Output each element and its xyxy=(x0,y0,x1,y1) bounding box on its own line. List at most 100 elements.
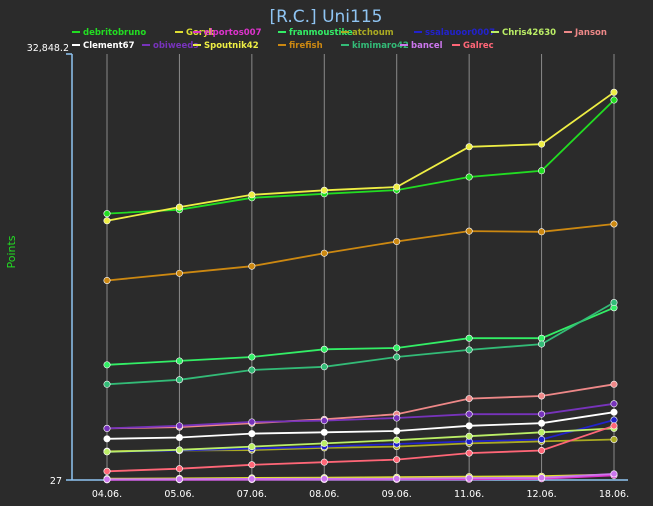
data-point xyxy=(175,357,183,365)
legend-label: elportos007 xyxy=(204,28,262,38)
y-tick-label: 27 xyxy=(50,476,62,487)
data-point xyxy=(393,427,401,435)
data-point xyxy=(610,416,618,424)
legend-label: obiweeds xyxy=(153,41,198,51)
data-point xyxy=(248,461,256,469)
data-point xyxy=(248,366,256,374)
data-point xyxy=(610,435,618,443)
legend: debritobrunoGorykelportos007franmoustike… xyxy=(72,28,607,51)
data-point xyxy=(175,465,183,473)
x-tick-label: 11.06. xyxy=(454,489,484,500)
data-point xyxy=(103,448,111,456)
data-point xyxy=(610,422,618,430)
series-line xyxy=(106,402,615,430)
data-point xyxy=(320,363,328,371)
series-line xyxy=(106,306,615,366)
data-point xyxy=(465,449,473,457)
data-point xyxy=(248,191,256,199)
data-point xyxy=(175,434,183,442)
data-point xyxy=(103,276,111,284)
legend-item-Chris42630: Chris42630 xyxy=(491,28,556,38)
data-point xyxy=(538,140,546,148)
series-firefish xyxy=(103,220,618,284)
data-point xyxy=(103,217,111,225)
data-point xyxy=(610,408,618,416)
series-group xyxy=(103,88,618,484)
data-point xyxy=(248,353,256,361)
x-tick-label: 09.06. xyxy=(382,489,412,500)
data-point xyxy=(465,143,473,151)
legend-label: Janson xyxy=(574,28,607,38)
data-point xyxy=(320,417,328,425)
data-point xyxy=(465,410,473,418)
legend-item-ssalauoor0007: ssalauoor0007 xyxy=(414,28,495,38)
data-point xyxy=(393,183,401,191)
data-point xyxy=(465,474,473,482)
legend-label: debritobruno xyxy=(83,28,146,38)
data-point xyxy=(610,96,618,104)
data-point xyxy=(320,458,328,466)
data-point xyxy=(175,475,183,483)
data-point xyxy=(465,346,473,354)
data-point xyxy=(175,376,183,384)
data-point xyxy=(610,470,618,478)
data-point xyxy=(465,432,473,440)
data-point xyxy=(175,422,183,430)
data-point xyxy=(610,380,618,388)
series-Spoutnik42 xyxy=(103,88,618,225)
data-point xyxy=(175,269,183,277)
data-point xyxy=(248,430,256,438)
legend-label: bancel xyxy=(411,41,443,51)
data-point xyxy=(103,380,111,388)
legend-item-franmoustike: franmoustike xyxy=(278,28,353,38)
series-line xyxy=(106,473,615,481)
legend-item-Janson: Janson xyxy=(564,28,607,38)
data-point xyxy=(393,353,401,361)
y-axis-label: Points xyxy=(5,235,18,268)
data-point xyxy=(610,88,618,96)
series-line xyxy=(106,411,615,440)
legend-item-Spoutnik42: Spoutnik42 xyxy=(193,41,259,51)
series-line xyxy=(106,424,615,473)
legend-item-atchoum: atchoum xyxy=(341,28,394,38)
legend-item-Clement67: Clement67 xyxy=(72,41,135,51)
series-obiweeds xyxy=(103,400,618,432)
data-point xyxy=(393,344,401,352)
x-tick-label: 12.06. xyxy=(526,489,556,500)
data-point xyxy=(465,334,473,342)
series-line xyxy=(106,91,615,222)
legend-item-elportos007: elportos007 xyxy=(193,28,262,38)
x-tick-label: 08.06. xyxy=(309,489,339,500)
series-Galrec xyxy=(103,422,618,475)
data-point xyxy=(103,361,111,369)
y-tick-label: 32,848.2 xyxy=(27,43,69,54)
x-tick-label: 18.06. xyxy=(599,489,629,500)
legend-item-bancel: bancel xyxy=(400,41,443,51)
data-point xyxy=(610,299,618,307)
data-point xyxy=(538,435,546,443)
x-tick-label: 07.06. xyxy=(237,489,267,500)
legend-item-firefish: firefish xyxy=(278,41,323,51)
data-point xyxy=(248,262,256,270)
data-point xyxy=(538,392,546,400)
data-point xyxy=(538,410,546,418)
data-point xyxy=(320,186,328,194)
data-point xyxy=(248,475,256,483)
legend-item-obiweeds: obiweeds xyxy=(142,41,198,51)
data-point xyxy=(465,422,473,430)
legend-label: firefish xyxy=(289,41,323,51)
x-tick-label: 05.06. xyxy=(164,489,194,500)
series-bancel xyxy=(103,470,618,483)
data-point xyxy=(103,210,111,218)
series-line xyxy=(106,99,615,215)
data-point xyxy=(538,419,546,427)
data-point xyxy=(393,456,401,464)
series-line xyxy=(106,383,615,430)
series-kimimaro42 xyxy=(103,299,618,388)
legend-label: ssalauoor0007 xyxy=(425,28,495,38)
legend-item-debritobruno: debritobruno xyxy=(72,28,146,38)
data-point xyxy=(320,345,328,353)
data-point xyxy=(103,467,111,475)
data-point xyxy=(610,220,618,228)
